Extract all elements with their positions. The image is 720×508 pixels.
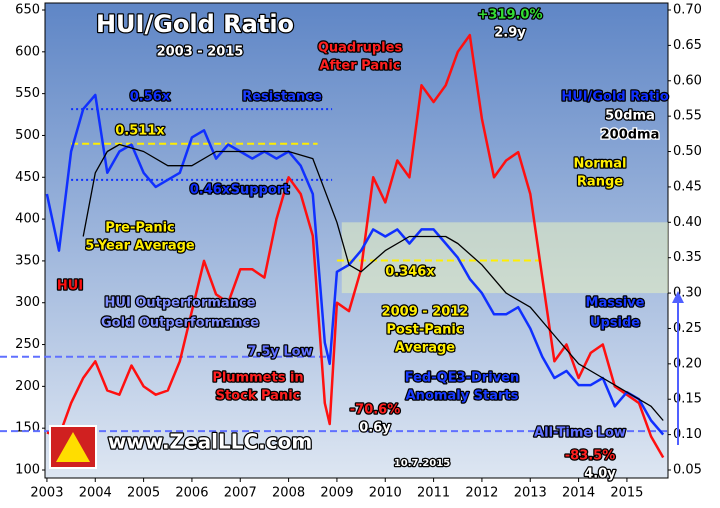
y-tick-label: 350 bbox=[15, 253, 40, 268]
reference-label: 0.46x bbox=[190, 183, 231, 198]
y-tick-label: 500 bbox=[15, 128, 40, 143]
annotation: Massive bbox=[586, 296, 645, 311]
annotation: -70.6% bbox=[350, 403, 401, 418]
y2-tick-label: 0.10 bbox=[673, 427, 702, 442]
y2-tick-label: 0.25 bbox=[673, 321, 702, 336]
y2-tick-label: 0.55 bbox=[673, 109, 702, 124]
chart-subtitle: 2003 - 2015 bbox=[157, 45, 244, 60]
annotation: Plummets in bbox=[212, 371, 303, 386]
annotation: -83.5% bbox=[565, 449, 616, 464]
x-tick-label: 2008 bbox=[272, 486, 305, 501]
x-tick-label: 2015 bbox=[610, 486, 643, 501]
annotation: 0.6y bbox=[359, 421, 391, 436]
annotation: Pre-Panic bbox=[105, 221, 175, 236]
y2-tick-label: 0.70 bbox=[673, 3, 702, 18]
annotation: Upside bbox=[590, 316, 640, 331]
annotation: Average bbox=[395, 341, 455, 356]
annotation: Stock Panic bbox=[216, 389, 301, 404]
y-tick-label: 250 bbox=[15, 337, 40, 352]
y2-tick-label: 0.35 bbox=[673, 250, 702, 265]
x-tick-label: 2014 bbox=[562, 486, 595, 501]
reference-label: 0.56x bbox=[130, 90, 171, 105]
normal-range bbox=[341, 222, 668, 294]
y2-tick-label: 0.60 bbox=[673, 73, 702, 88]
annotation: Support bbox=[231, 183, 290, 198]
chart-title: HUI/Gold Ratio bbox=[96, 10, 294, 38]
annotation: Anomaly Starts bbox=[406, 389, 519, 404]
x-tick-label: 2009 bbox=[320, 486, 353, 501]
annotation: 5-Year Average bbox=[85, 239, 195, 254]
x-tick-label: 2013 bbox=[514, 486, 547, 501]
y2-tick-label: 0.20 bbox=[673, 356, 702, 371]
y-tick-label: 450 bbox=[15, 170, 40, 185]
y-tick-label: 200 bbox=[15, 379, 40, 394]
y-tick-label: 100 bbox=[15, 463, 40, 478]
legend-label: 200dma bbox=[601, 128, 660, 143]
y-tick-label: 550 bbox=[15, 86, 40, 101]
annotation: Quadruples bbox=[318, 41, 403, 56]
y2-tick-label: 0.40 bbox=[673, 215, 702, 230]
reference-label: 7.5y Low bbox=[247, 345, 312, 360]
annotation: 50dma bbox=[605, 109, 655, 124]
y2-tick-label: 0.65 bbox=[673, 38, 702, 53]
reference-label: 0.511x bbox=[115, 124, 165, 139]
x-tick-label: 2011 bbox=[417, 486, 450, 501]
y2-tick-label: 0.15 bbox=[673, 392, 702, 407]
y-tick-label: 650 bbox=[15, 3, 40, 18]
legend-label: HUI bbox=[57, 279, 83, 294]
annotation: HUI Outperformance bbox=[105, 296, 256, 311]
y2-tick-label: 0.05 bbox=[673, 463, 702, 478]
annotation: 2.9y bbox=[494, 26, 526, 41]
legend-label: HUI/Gold Ratio bbox=[561, 90, 668, 105]
y2-tick-label: 0.50 bbox=[673, 144, 702, 159]
x-tick-label: 2004 bbox=[79, 486, 112, 501]
annotation: www.ZealLLC.com bbox=[108, 430, 312, 454]
x-tick-label: 2005 bbox=[127, 486, 160, 501]
annotation: 10.7.2015 bbox=[394, 458, 450, 469]
annotation: 2009 - 2012 bbox=[382, 305, 469, 320]
y-tick-label: 600 bbox=[15, 44, 40, 59]
logo-mark bbox=[56, 432, 90, 462]
reference-label: All-Time Low bbox=[534, 426, 626, 441]
x-tick-label: 2006 bbox=[175, 486, 208, 501]
y2-tick-label: 0.45 bbox=[673, 179, 702, 194]
annotation: Normal bbox=[574, 157, 627, 172]
x-tick-label: 2003 bbox=[30, 486, 63, 501]
annotation: Gold Outperformance bbox=[101, 316, 259, 331]
annotation: Range bbox=[577, 175, 623, 190]
x-tick-label: 2012 bbox=[465, 486, 498, 501]
annotation: Fed-QE3-Driven bbox=[405, 371, 519, 386]
arrow-head bbox=[672, 291, 684, 303]
y-tick-label: 300 bbox=[15, 295, 40, 310]
y-tick-label: 400 bbox=[15, 212, 40, 227]
x-tick-label: 2010 bbox=[369, 486, 402, 501]
annotation: 4.0y bbox=[584, 467, 616, 482]
series-line bbox=[46, 33, 665, 459]
annotation: Resistance bbox=[242, 90, 322, 105]
y-tick-label: 150 bbox=[15, 421, 40, 436]
x-tick-label: 2007 bbox=[224, 486, 257, 501]
annotation: +319.0% bbox=[477, 8, 542, 23]
reference-label: 0.346x bbox=[385, 265, 435, 280]
series-line bbox=[82, 143, 664, 421]
annotation: After Panic bbox=[319, 59, 400, 74]
annotation: Post-Panic bbox=[386, 323, 463, 338]
